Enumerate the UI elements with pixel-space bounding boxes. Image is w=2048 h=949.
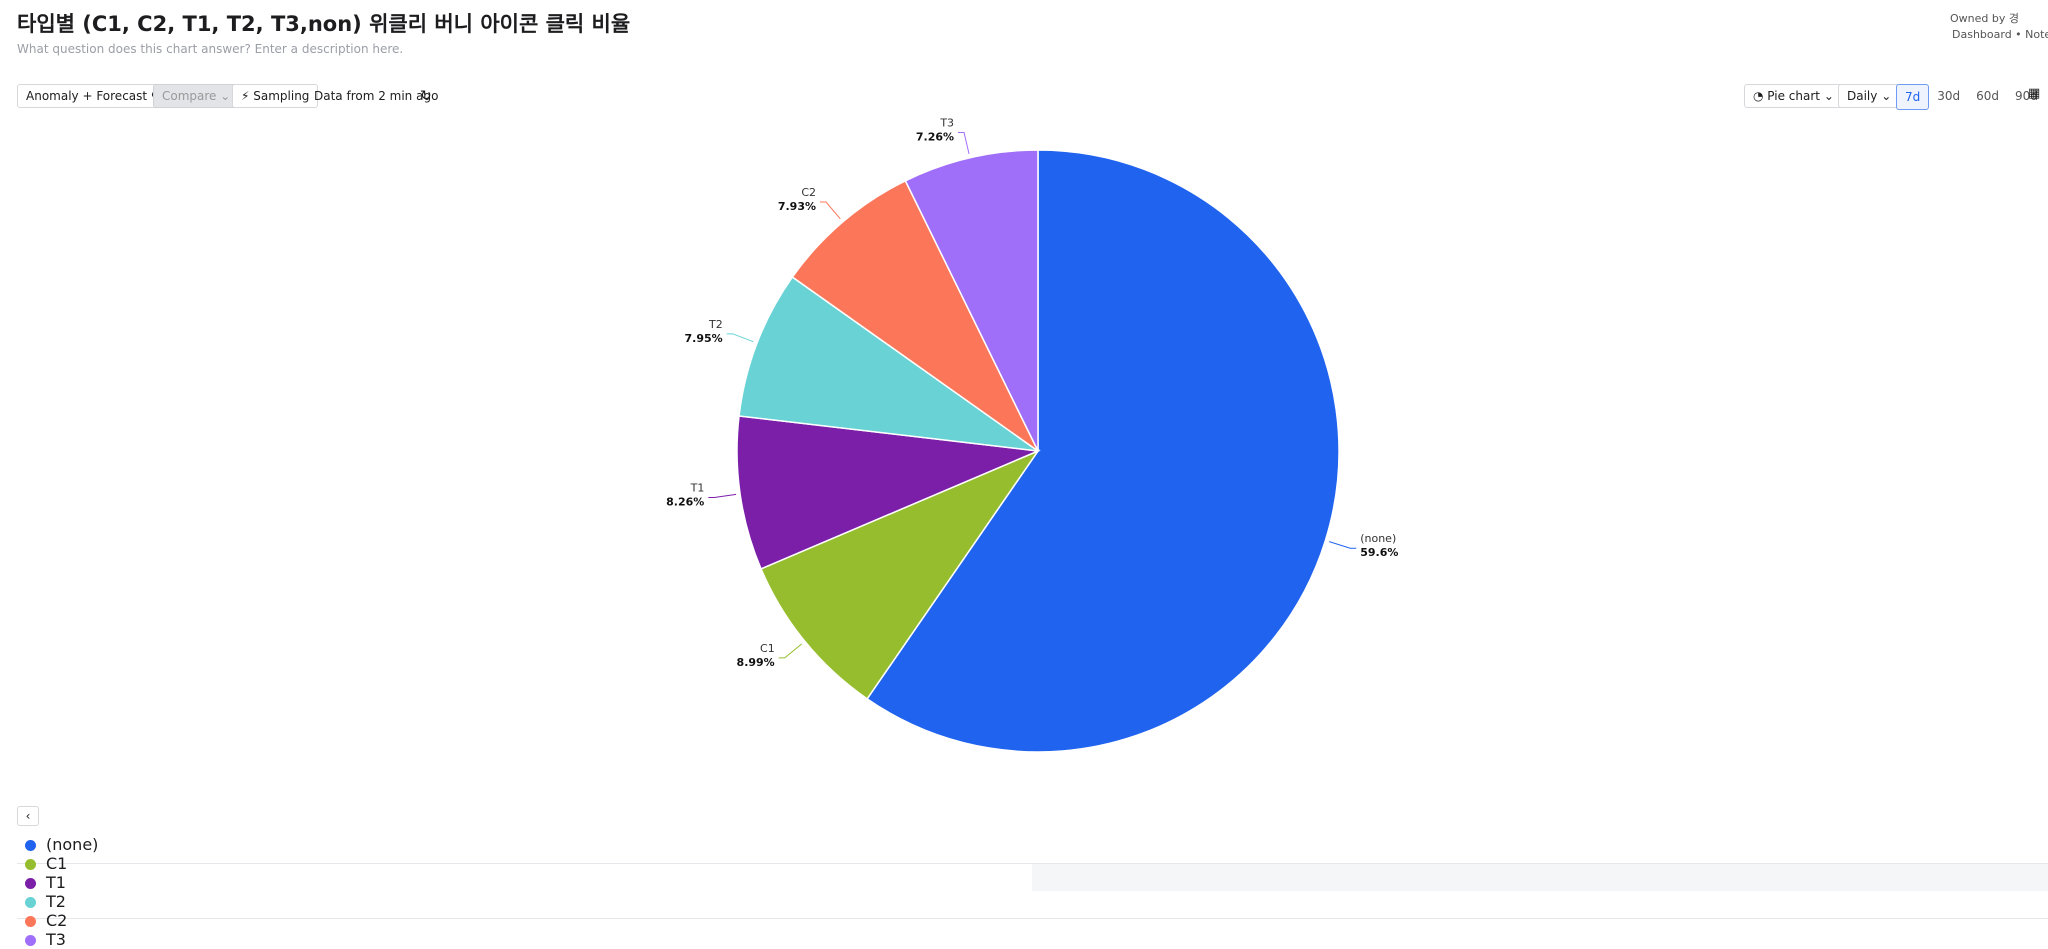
legend-item[interactable]: C1 <box>17 854 2048 873</box>
interval-button[interactable]: Daily ⌄ <box>1838 84 1901 108</box>
legend-swatch <box>25 935 36 946</box>
legend-item[interactable]: (none) <box>17 835 2048 854</box>
slice-label: T2 <box>708 318 723 331</box>
pie-slice <box>760 449 1041 700</box>
legend-swatch <box>25 878 36 889</box>
range-button[interactable]: 30d <box>1937 89 1961 103</box>
location[interactable]: Dashboard • Notebo <box>1952 28 2048 41</box>
legend-label: C2 <box>46 911 68 930</box>
slice-label: T1 <box>690 482 705 495</box>
pie-slice <box>791 179 1039 452</box>
page: 타입별 (C1, C2, T1, T2, T3,non) 위클리 버니 아이콘 … <box>17 12 2048 949</box>
freshness: Data from 2 min ago <box>314 89 439 103</box>
legend-label: T2 <box>46 892 66 911</box>
refresh-button[interactable]: ↻ <box>420 88 432 104</box>
compare-button[interactable]: Compare ⌄ <box>153 84 240 108</box>
legend: (none) C1 T1 T2 C2 T3 <box>17 835 2048 949</box>
scroll-left-button[interactable]: ‹ <box>17 806 39 826</box>
legend-swatch <box>25 897 36 908</box>
legend-label: (none) <box>46 835 99 854</box>
slice-label: C1 <box>760 642 775 655</box>
title: 타입별 (C1, C2, T1, T2, T3,non) 위클리 버니 아이콘 … <box>17 12 631 36</box>
range-button[interactable]: 90d <box>2015 89 2038 103</box>
label: Compare <box>162 89 217 103</box>
calendar-button[interactable]: ▦ <box>2028 86 2041 101</box>
range-button[interactable]: 7d <box>1896 84 1930 110</box>
label: Anomaly + Forecast <box>26 89 148 103</box>
leader-line <box>820 201 841 220</box>
slice-value: 7.95% <box>685 332 723 345</box>
slice-value: 7.26% <box>916 130 954 143</box>
empty-cell <box>1032 863 2048 891</box>
pie-slice <box>866 149 1340 753</box>
legend-item[interactable]: T1 <box>17 873 2048 892</box>
pie-slice <box>904 149 1039 452</box>
label: Sampling <box>253 89 310 103</box>
anomaly-button[interactable]: Anomaly + Forecast ⚲ <box>17 84 169 108</box>
slice-label: (none) <box>1360 532 1396 545</box>
legend-label: T3 <box>46 930 66 949</box>
label: Daily <box>1847 89 1878 103</box>
legend-label: T1 <box>46 873 66 892</box>
legend-swatch <box>25 840 36 851</box>
legend-item[interactable]: T2 <box>17 892 2048 911</box>
owner[interactable]: Owned by 경 <box>1950 12 2019 25</box>
chart-type-button[interactable]: ◔ Pie chart ⌄ <box>1744 84 1843 108</box>
subtitle[interactable]: What question does this chart answer? En… <box>17 42 404 56</box>
legend-swatch <box>25 916 36 927</box>
chart: (none)59.6% C18.99% T18.26% T27.95% C27.93% T… <box>666 116 1398 753</box>
range-group: 7d 30d 60d 90d <box>1896 84 2046 110</box>
legend-label: C1 <box>46 854 68 873</box>
pie-slice <box>736 415 1041 570</box>
slice-value: 59.6% <box>1360 546 1398 559</box>
slice-label: C2 <box>801 186 816 199</box>
legend-item[interactable]: C2 <box>17 911 2048 930</box>
leader-line <box>958 131 970 155</box>
range-button[interactable]: 60d <box>1976 89 2000 103</box>
slice-label: T3 <box>939 116 954 129</box>
pie-slice <box>738 275 1039 452</box>
divider <box>17 863 2048 864</box>
slice-value: 7.93% <box>778 200 816 213</box>
sampling-button[interactable]: ⚡ Sampling <box>232 84 319 108</box>
leader-line <box>1329 541 1357 549</box>
leader-line <box>726 333 754 343</box>
label: Pie chart <box>1767 89 1820 103</box>
leader-line <box>708 493 737 499</box>
slice-value: 8.99% <box>737 656 775 669</box>
slice-value: 8.26% <box>666 496 704 509</box>
legend-item[interactable]: T3 <box>17 930 2048 949</box>
leader-line <box>778 643 803 659</box>
legend-swatch <box>25 859 36 870</box>
